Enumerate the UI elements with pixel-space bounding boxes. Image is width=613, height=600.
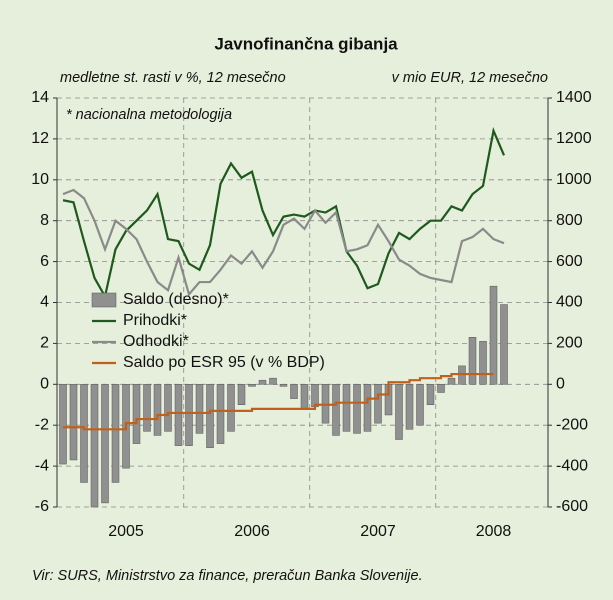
bar [374, 384, 382, 424]
annotation: * nacionalna metodologija [66, 107, 232, 123]
bar [195, 384, 204, 434]
bar [90, 384, 99, 508]
y-tick-label: 8 [40, 212, 49, 229]
bar [69, 384, 78, 461]
bar [279, 384, 288, 387]
y-tick-label: -2 [35, 416, 49, 433]
bar [363, 384, 372, 432]
legend-label: Saldo po ESR 95 (v % BDP) [123, 354, 325, 371]
y2-tick-label: 400 [556, 294, 583, 311]
legend-swatch [91, 292, 117, 308]
bar [206, 384, 214, 448]
bar [332, 384, 340, 436]
bar [437, 384, 445, 393]
bar [143, 384, 151, 432]
bar [269, 377, 277, 385]
x-tick-label: 2007 [360, 523, 396, 540]
bar [164, 384, 172, 432]
bar [216, 384, 225, 444]
y-tick-label: 12 [31, 130, 49, 147]
y-tick-label: 2 [40, 335, 49, 352]
legend-label: Odhodki* [123, 333, 189, 350]
bar [174, 384, 183, 446]
bar [80, 384, 88, 483]
x-tick-label: 2005 [108, 523, 144, 540]
bar [59, 384, 67, 465]
y2-tick-label: -200 [556, 416, 588, 433]
bar [468, 337, 477, 385]
y2-tick-label: 200 [556, 335, 583, 352]
y-tick-label: 4 [40, 294, 49, 311]
line [63, 372, 494, 431]
bar [395, 384, 403, 440]
bar [290, 384, 298, 399]
bar [237, 384, 246, 405]
y2-tick-label: -400 [556, 457, 588, 474]
bar [258, 379, 267, 385]
y2-tick-label: 600 [556, 253, 583, 270]
y2-tick-label: -600 [556, 498, 588, 515]
line [62, 126, 506, 300]
bar [111, 384, 120, 483]
bar [248, 384, 256, 387]
bar [185, 384, 193, 446]
bar [227, 384, 235, 432]
x-tick-label: 2008 [476, 523, 512, 540]
bar [342, 384, 351, 432]
bar [416, 384, 424, 426]
source: Vir: SURS, Ministrstvo za finance, prera… [32, 568, 423, 584]
bar [426, 384, 435, 405]
chart-title: Javnofinančna gibanja [214, 34, 398, 53]
bar [479, 341, 487, 385]
y2-tick-label: 1400 [556, 89, 592, 106]
y-tick-label: 14 [31, 89, 49, 106]
y-axis-label: medletne st. rasti v %, 12 mesečno [60, 70, 286, 86]
bar [447, 377, 456, 385]
bar [132, 384, 141, 444]
bar [300, 384, 309, 410]
line [62, 188, 505, 297]
bar [311, 384, 319, 408]
bar [405, 384, 414, 430]
y-tick-label: 0 [40, 376, 49, 393]
y-tick-label: 6 [40, 253, 49, 270]
y2-axis-label: v mio EUR, 12 mesečno [392, 70, 548, 86]
legend-label: Prihodki* [123, 312, 187, 329]
y-tick-label: -4 [35, 457, 49, 474]
y2-tick-label: 1200 [556, 130, 592, 147]
y2-tick-label: 800 [556, 212, 583, 229]
bar [353, 384, 361, 434]
bar [500, 304, 508, 385]
y-tick-label: 10 [31, 171, 49, 188]
bar [153, 384, 162, 436]
y-tick-label: -6 [35, 498, 49, 515]
y2-tick-label: 0 [556, 376, 565, 393]
x-tick-label: 2006 [234, 523, 270, 540]
bar [101, 384, 109, 504]
legend-label: Saldo (desno)* [123, 291, 229, 308]
y2-tick-label: 1000 [556, 171, 592, 188]
bar [489, 285, 498, 385]
